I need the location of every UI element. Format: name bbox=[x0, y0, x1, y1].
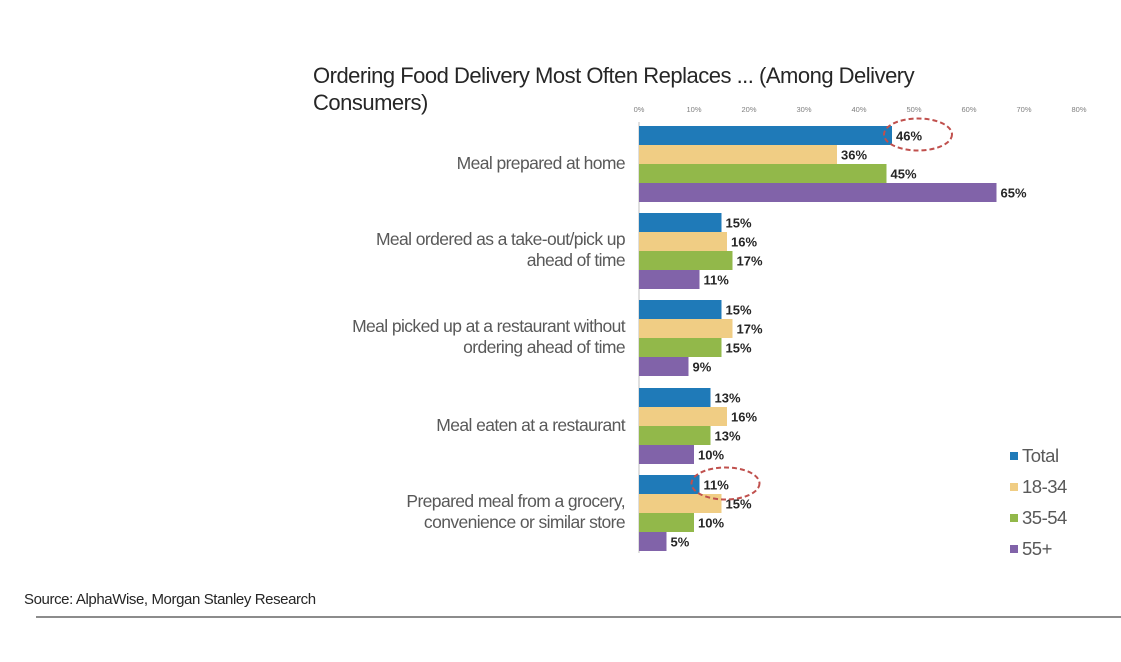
data-label: 17% bbox=[737, 254, 763, 269]
bar bbox=[639, 494, 722, 513]
data-label: 13% bbox=[715, 429, 741, 444]
bar bbox=[639, 213, 722, 232]
legend-item: Total bbox=[1010, 440, 1067, 471]
legend-swatch bbox=[1010, 513, 1018, 522]
category-label: Meal ordered as a take-out/pick up ahead … bbox=[305, 229, 626, 271]
data-label: 10% bbox=[698, 516, 724, 531]
x-tick-label: 60% bbox=[961, 105, 976, 114]
bar bbox=[639, 183, 997, 202]
x-tick-label: 70% bbox=[1016, 105, 1031, 114]
bar bbox=[639, 319, 733, 338]
legend-swatch bbox=[1010, 451, 1018, 460]
bar bbox=[639, 445, 694, 464]
data-label: 15% bbox=[726, 216, 752, 231]
category-label-line: ahead of time bbox=[526, 250, 626, 270]
data-label: 16% bbox=[731, 235, 757, 250]
data-label: 11% bbox=[704, 478, 730, 493]
legend-swatch bbox=[1010, 482, 1018, 491]
bar bbox=[639, 426, 711, 445]
x-tick-label: 20% bbox=[741, 105, 756, 114]
legend-item: 55+ bbox=[1010, 533, 1067, 564]
source-divider bbox=[36, 616, 1121, 618]
data-label: 17% bbox=[737, 322, 763, 337]
category-label-line: Meal eaten at a restaurant bbox=[436, 414, 625, 435]
data-label: 10% bbox=[698, 448, 724, 463]
bar bbox=[639, 513, 694, 532]
bar bbox=[639, 270, 700, 289]
data-label: 65% bbox=[1001, 186, 1027, 201]
legend-swatch bbox=[1010, 544, 1018, 553]
category-label-line: ordering ahead of time bbox=[463, 337, 626, 357]
category-label-line: Meal ordered as a take-out/pick up bbox=[375, 229, 626, 249]
data-label: 9% bbox=[693, 360, 712, 375]
bar bbox=[639, 232, 727, 251]
legend-label: Total bbox=[1022, 444, 1059, 466]
legend-item: 18-34 bbox=[1010, 471, 1067, 502]
category-label: Meal prepared at home bbox=[305, 152, 626, 174]
data-label: 15% bbox=[726, 341, 752, 356]
data-label: 45% bbox=[891, 167, 917, 182]
legend-item: 35-54 bbox=[1010, 502, 1067, 533]
data-label: 16% bbox=[731, 410, 757, 425]
bar bbox=[639, 164, 887, 183]
x-tick-label: 80% bbox=[1071, 105, 1086, 114]
source-note: Source: AlphaWise, Morgan Stanley Resear… bbox=[24, 591, 316, 608]
data-label: 46% bbox=[896, 129, 922, 144]
data-label: 15% bbox=[726, 497, 752, 512]
x-tick-label: 50% bbox=[906, 105, 921, 114]
data-label: 13% bbox=[715, 391, 741, 406]
data-label: 36% bbox=[841, 148, 867, 163]
x-tick-label: 0% bbox=[634, 105, 645, 114]
x-tick-label: 30% bbox=[796, 105, 811, 114]
legend-label: 35-54 bbox=[1022, 506, 1067, 528]
legend-label: 18-34 bbox=[1022, 475, 1067, 497]
bar bbox=[639, 475, 700, 494]
highlight-ellipse bbox=[883, 117, 953, 152]
x-tick-label: 10% bbox=[686, 105, 701, 114]
x-tick-label: 40% bbox=[851, 105, 866, 114]
bar bbox=[639, 407, 727, 426]
bar bbox=[639, 300, 722, 319]
category-label: Meal picked up at a restaurant without or… bbox=[305, 316, 626, 358]
bar bbox=[639, 357, 689, 376]
chart-title: Ordering Food Delivery Most Often Replac… bbox=[313, 63, 915, 115]
highlight-ellipse bbox=[690, 466, 761, 501]
bar bbox=[639, 532, 667, 551]
category-label-line: Prepared meal from a grocery, bbox=[406, 491, 625, 511]
category-label-line: Meal picked up at a restaurant without bbox=[352, 316, 626, 336]
data-label: 11% bbox=[704, 273, 730, 288]
bar bbox=[639, 388, 711, 407]
category-label-line: convenience or similar store bbox=[423, 512, 626, 532]
bar bbox=[639, 251, 733, 270]
legend-label: 55+ bbox=[1022, 537, 1052, 559]
category-label-line: Meal prepared at home bbox=[456, 152, 626, 173]
chart-legend: Total 18-34 35-54 55+ bbox=[1010, 440, 1067, 564]
bar bbox=[639, 126, 892, 145]
category-label: Meal eaten at a restaurant bbox=[305, 415, 625, 436]
data-label: 15% bbox=[726, 303, 752, 318]
bar bbox=[639, 145, 837, 164]
category-label: Prepared meal from a grocery, convenience… bbox=[305, 491, 625, 533]
bar bbox=[639, 338, 722, 357]
data-label: 5% bbox=[671, 535, 690, 550]
